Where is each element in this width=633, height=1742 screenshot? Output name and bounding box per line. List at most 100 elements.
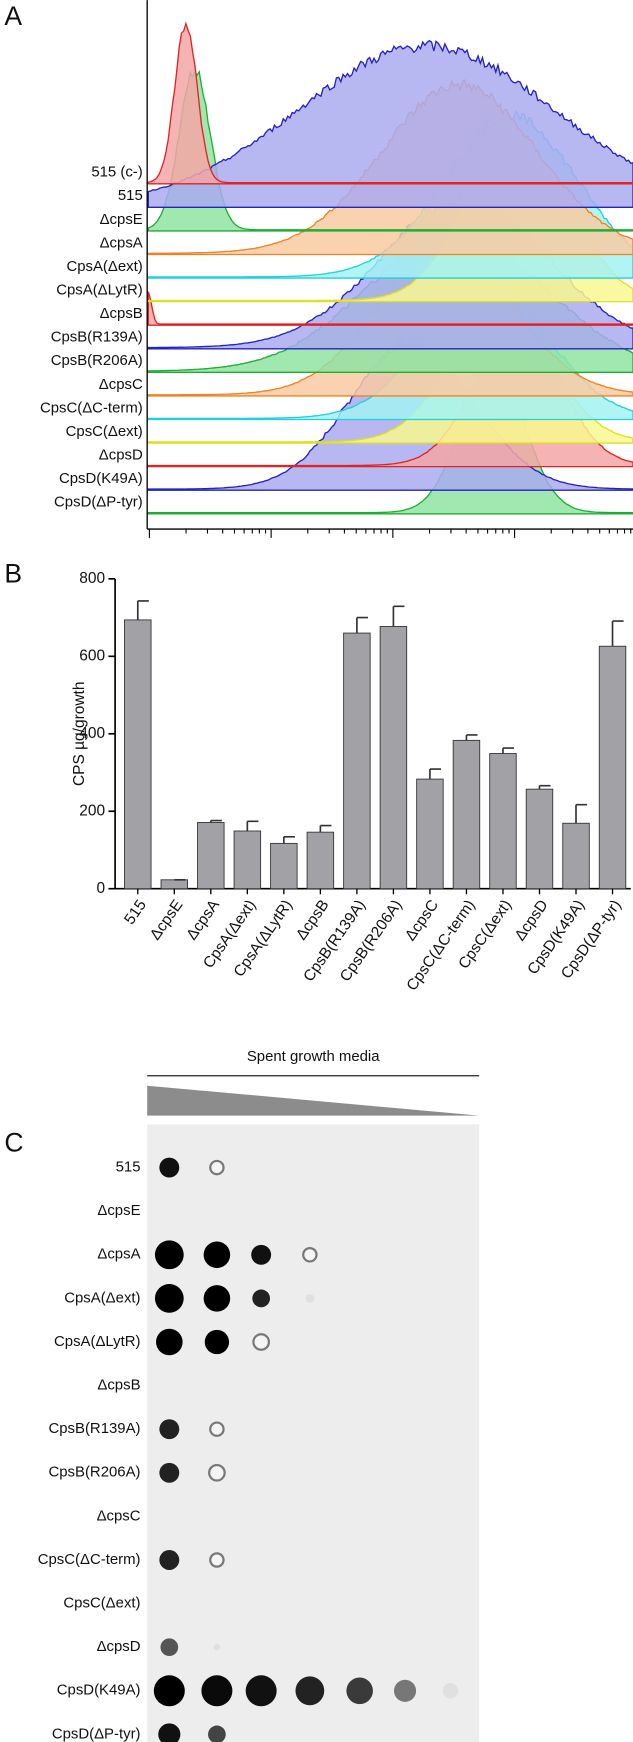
error-bar xyxy=(538,784,551,790)
blot-dot xyxy=(252,1333,271,1351)
row-label: 515 xyxy=(118,187,143,204)
blot-dot xyxy=(154,1283,184,1313)
blot-dot xyxy=(158,1723,181,1742)
bar xyxy=(270,842,298,890)
bar xyxy=(562,822,590,890)
y-tick-label: 0 xyxy=(97,880,106,897)
error-bar xyxy=(209,819,222,823)
x-tick-label: 515 xyxy=(121,897,150,928)
blot-dot xyxy=(203,1285,231,1312)
y-tick-label: 800 xyxy=(79,570,105,587)
error-bar xyxy=(319,824,332,833)
row-label: ΔcpsA xyxy=(100,234,143,251)
bar xyxy=(343,632,371,890)
panel-label: A xyxy=(4,1,22,31)
histogram xyxy=(147,39,633,209)
row-label: ΔcpsD xyxy=(99,447,143,464)
bar xyxy=(489,753,517,890)
row-label: ΔcpsA xyxy=(97,1246,140,1263)
blot-dot xyxy=(159,1550,180,1570)
dilution-wedge xyxy=(147,1085,480,1116)
blot-dot xyxy=(159,1157,180,1178)
row-label: CpsA(ΔLytR) xyxy=(56,282,143,299)
blot-dot xyxy=(252,1289,271,1308)
y-tick-label: 600 xyxy=(79,647,105,664)
row-label: ΔcpsD xyxy=(97,1638,141,1655)
bar xyxy=(160,879,189,890)
blot-dot xyxy=(346,1677,373,1705)
blot-dot xyxy=(201,1675,233,1707)
x-tick-label: ΔcpsE xyxy=(147,897,187,943)
blot-membrane xyxy=(147,1124,480,1742)
error-bar xyxy=(392,605,405,627)
row-label: CpsA(ΔLytR) xyxy=(54,1333,141,1350)
error-bar xyxy=(611,620,624,647)
blot-dot xyxy=(209,1552,225,1568)
error-bar xyxy=(246,820,259,831)
error-bar xyxy=(136,600,149,620)
row-label: CpsC(ΔC-term) xyxy=(40,399,143,416)
blot-dot xyxy=(209,1159,225,1176)
row-label: CpsC(Δext) xyxy=(63,1595,140,1612)
row-label: ΔcpsE xyxy=(97,1202,140,1219)
histogram xyxy=(147,291,633,326)
blot-dot xyxy=(160,1638,179,1657)
histogram-panel: 515 (c-) 515 ΔcpsE ΔcpsA CpsA(Δext) CpsA(ΔLyt… xyxy=(40,0,633,538)
blot-dot xyxy=(208,1725,226,1742)
row-label: CpsD(K49A) xyxy=(59,470,143,487)
row-label: CpsB(R206A) xyxy=(48,1464,140,1481)
row-label: CpsD(ΔP-tyr) xyxy=(52,1725,141,1742)
bar xyxy=(598,645,627,890)
row-label: ΔcpsB xyxy=(100,305,143,322)
blot-title: Spent growth media xyxy=(247,1048,380,1065)
blot-dot xyxy=(156,1328,183,1356)
bar xyxy=(379,626,408,890)
row-label: CpsC(Δext) xyxy=(66,423,143,440)
row-label: CpsB(R206A) xyxy=(51,352,143,369)
row-label: CpsA(Δext) xyxy=(64,1289,140,1306)
error-bar xyxy=(502,747,515,754)
blot-dot xyxy=(153,1675,185,1707)
blot-dot xyxy=(203,1241,231,1269)
row-label: ΔcpsB xyxy=(97,1377,140,1394)
blot-dot xyxy=(393,1679,417,1702)
blot-dot xyxy=(159,1419,180,1440)
blot-dot xyxy=(159,1462,180,1483)
blot-dot xyxy=(305,1293,315,1303)
bar xyxy=(306,831,335,890)
histogram xyxy=(147,21,633,185)
blot-dot xyxy=(251,1244,272,1265)
row-label: CpsB(R139A) xyxy=(51,329,143,346)
bar xyxy=(452,739,481,890)
bar xyxy=(525,788,554,890)
row-label: ΔcpsC xyxy=(99,376,143,393)
blot-dot xyxy=(442,1683,459,1699)
error-bar xyxy=(575,803,588,824)
error-bar xyxy=(465,734,478,741)
y-tick-label: 400 xyxy=(79,725,105,742)
blot-dot xyxy=(204,1329,230,1355)
dot-blot-panel: Spent growth media 515 ΔcpsE ΔcpsA CpsA(Δex… xyxy=(38,1048,480,1742)
blot-dot xyxy=(302,1247,318,1263)
row-label: CpsD(K49A) xyxy=(57,1682,141,1699)
bar xyxy=(124,619,152,890)
bar xyxy=(197,822,225,890)
blot-dot xyxy=(208,1463,226,1482)
row-label: CpsB(R139A) xyxy=(48,1420,140,1437)
row-label: CpsA(Δext) xyxy=(66,258,142,275)
blot-dot xyxy=(209,1421,225,1437)
y-tick-label: 200 xyxy=(79,802,105,819)
panel-label: B xyxy=(4,559,22,589)
panel-label: C xyxy=(4,1127,23,1157)
row-label: CpsC(ΔC-term) xyxy=(38,1551,141,1568)
row-label: CpsD(ΔP-tyr) xyxy=(54,494,143,511)
error-bar xyxy=(283,835,295,844)
row-label: 515 xyxy=(116,1159,141,1176)
bar xyxy=(233,830,262,890)
error-bar xyxy=(356,616,368,634)
blot-dot xyxy=(213,1643,221,1651)
blot-dot xyxy=(154,1240,184,1270)
